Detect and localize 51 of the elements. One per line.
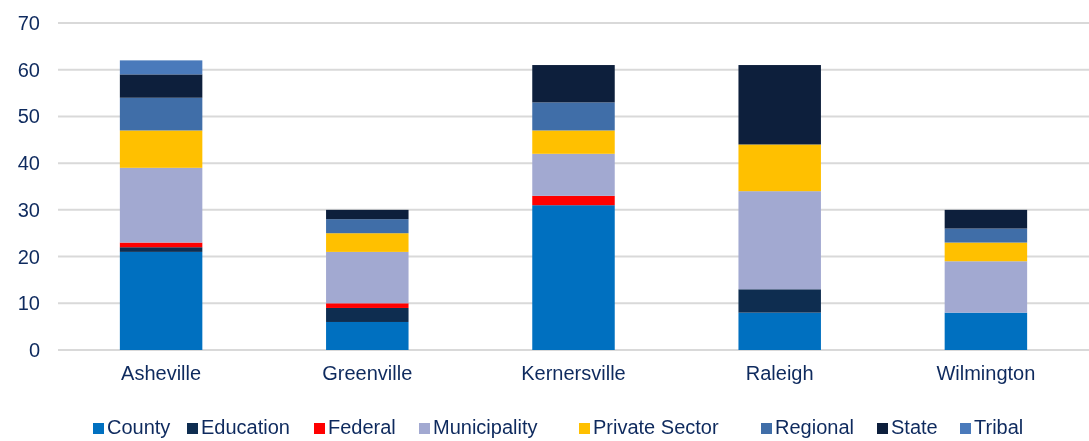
bar	[119, 251, 203, 350]
bar	[326, 233, 409, 252]
y-tick-label: 20	[17, 245, 40, 268]
x-tick-label: Wilmington	[936, 362, 1036, 384]
y-tick-label: 50	[17, 105, 40, 128]
bar	[119, 60, 203, 75]
bar	[326, 303, 409, 308]
bar	[119, 97, 203, 131]
y-tick-label: 30	[17, 198, 40, 221]
bar	[532, 65, 615, 103]
bar	[326, 251, 409, 304]
legend-label: Regional	[775, 416, 854, 438]
bar	[326, 209, 409, 220]
x-tick-label: Asheville	[121, 362, 202, 384]
x-tick-label: Greenville	[322, 362, 413, 384]
y-tick-label: 0	[28, 339, 40, 361]
bar	[738, 144, 821, 192]
legend-label: Education	[201, 416, 290, 438]
y-tick-label: 60	[17, 58, 40, 81]
bar	[944, 312, 1028, 350]
x-tick-label: Kernersville	[521, 362, 626, 384]
bar	[326, 219, 409, 234]
bar	[326, 321, 409, 350]
bar	[532, 130, 615, 154]
bar	[944, 261, 1028, 313]
bar	[738, 312, 821, 350]
legend-label: Private Sector	[593, 416, 719, 438]
legend-label: Federal	[328, 416, 396, 438]
bar	[944, 228, 1028, 243]
x-tick-label: Raleigh	[745, 362, 814, 384]
y-tick-label: 40	[17, 152, 40, 175]
bar	[532, 153, 615, 196]
bar	[119, 247, 203, 252]
bar	[326, 307, 409, 322]
bar	[119, 130, 203, 168]
bar	[944, 242, 1028, 262]
bar	[944, 209, 1028, 229]
bar	[738, 191, 821, 290]
bar	[738, 65, 821, 145]
bar	[532, 195, 615, 206]
y-tick-label: 70	[17, 12, 40, 34]
y-tick-label: 10	[17, 292, 40, 315]
legend-label: Tribal	[974, 416, 1024, 438]
bar	[532, 205, 615, 350]
legend-label: Municipality	[433, 416, 538, 438]
legend-label: County	[107, 416, 171, 438]
bar	[532, 102, 615, 131]
bar	[119, 74, 203, 98]
bar	[119, 167, 203, 243]
bar	[738, 289, 821, 313]
legend-label: State	[891, 416, 938, 438]
